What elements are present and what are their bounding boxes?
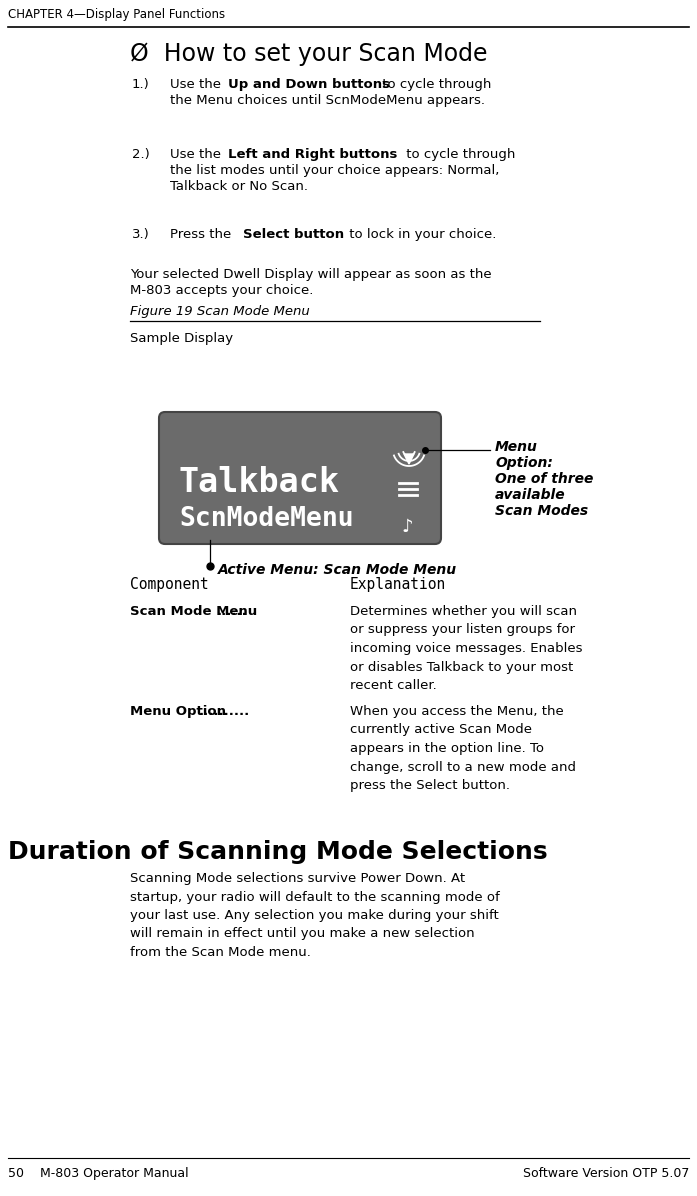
FancyBboxPatch shape bbox=[159, 411, 441, 544]
Text: Active Menu: Scan Mode Menu: Active Menu: Scan Mode Menu bbox=[218, 563, 457, 576]
Text: Software Version OTP 5.07: Software Version OTP 5.07 bbox=[523, 1167, 689, 1180]
Text: Sample Display: Sample Display bbox=[130, 332, 233, 344]
Text: Use the: Use the bbox=[170, 78, 225, 91]
Text: ♪: ♪ bbox=[401, 518, 413, 536]
Text: Your selected Dwell Display will appear as soon as the: Your selected Dwell Display will appear … bbox=[130, 268, 491, 281]
Text: Duration of Scanning Mode Selections: Duration of Scanning Mode Selections bbox=[8, 840, 548, 864]
Text: Component: Component bbox=[130, 576, 208, 592]
Text: Talkback or No Scan.: Talkback or No Scan. bbox=[170, 181, 308, 193]
Text: to lock in your choice.: to lock in your choice. bbox=[346, 228, 497, 242]
Text: When you access the Menu, the
currently active Scan Mode
appears in the option l: When you access the Menu, the currently … bbox=[350, 704, 576, 792]
Text: Up and Down buttons: Up and Down buttons bbox=[228, 78, 390, 91]
Text: ......: ...... bbox=[217, 605, 247, 618]
Text: Menu Option: Menu Option bbox=[130, 704, 226, 718]
Text: ScnModeMenu: ScnModeMenu bbox=[179, 506, 353, 532]
Text: Figure 19 Scan Mode Menu: Figure 19 Scan Mode Menu bbox=[130, 305, 309, 318]
Text: Menu: Menu bbox=[495, 440, 538, 454]
Polygon shape bbox=[404, 454, 414, 464]
Text: 3.): 3.) bbox=[132, 228, 150, 242]
Text: M-803 accepts your choice.: M-803 accepts your choice. bbox=[130, 283, 314, 297]
Text: CHAPTER 4—Display Panel Functions: CHAPTER 4—Display Panel Functions bbox=[8, 8, 225, 22]
Text: 2.): 2.) bbox=[132, 148, 150, 161]
Text: ..........: .......... bbox=[198, 704, 250, 718]
Text: Determines whether you will scan
or suppress your listen groups for
incoming voi: Determines whether you will scan or supp… bbox=[350, 605, 583, 692]
Text: Select button: Select button bbox=[243, 228, 344, 242]
Text: to cycle through: to cycle through bbox=[402, 148, 516, 161]
Text: Left and Right buttons: Left and Right buttons bbox=[228, 148, 397, 161]
Text: 50    M-803 Operator Manual: 50 M-803 Operator Manual bbox=[8, 1167, 189, 1180]
Text: Option:: Option: bbox=[495, 456, 553, 470]
Text: Explanation: Explanation bbox=[350, 576, 446, 592]
Text: Scan Mode Menu: Scan Mode Menu bbox=[130, 605, 257, 618]
Text: Scan Modes: Scan Modes bbox=[495, 504, 588, 518]
Text: Ø  How to set your Scan Mode: Ø How to set your Scan Mode bbox=[130, 42, 487, 66]
Text: Use the: Use the bbox=[170, 148, 225, 161]
Text: to cycle through: to cycle through bbox=[378, 78, 492, 91]
Text: Press the: Press the bbox=[170, 228, 236, 242]
Text: One of three: One of three bbox=[495, 472, 593, 486]
Text: Talkback: Talkback bbox=[179, 466, 340, 499]
Text: 1.): 1.) bbox=[132, 78, 150, 91]
Text: the Menu choices until ScnModeMenu appears.: the Menu choices until ScnModeMenu appea… bbox=[170, 94, 485, 106]
Text: the list modes until your choice appears: Normal,: the list modes until your choice appears… bbox=[170, 164, 499, 177]
Text: available: available bbox=[495, 488, 566, 502]
Text: Scanning Mode selections survive Power Down. At
startup, your radio will default: Scanning Mode selections survive Power D… bbox=[130, 872, 500, 959]
